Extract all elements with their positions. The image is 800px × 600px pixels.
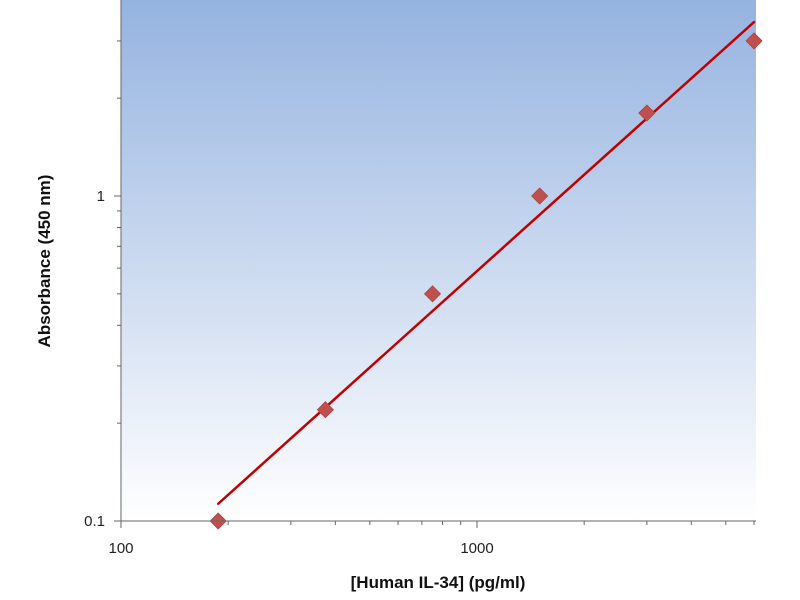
y-tick-label: 1 bbox=[97, 188, 105, 205]
x-axis-title: [Human IL-34] (pg/ml) bbox=[351, 573, 526, 592]
data-points bbox=[209, 32, 763, 530]
data-point-diamond bbox=[316, 401, 334, 419]
fit-line bbox=[216, 20, 756, 505]
y-axis-title: Absorbance (450 nm) bbox=[35, 175, 54, 348]
data-point-diamond bbox=[423, 285, 442, 303]
tick-labels: 100 1000 0.1 1 bbox=[84, 188, 494, 557]
plot-area-background bbox=[121, 0, 756, 521]
data-point-diamond bbox=[531, 187, 549, 205]
x-tick-label: 1000 bbox=[460, 540, 493, 557]
data-point-diamond bbox=[638, 104, 656, 122]
fit-line-group bbox=[216, 20, 756, 505]
x-tick-label: 100 bbox=[108, 540, 133, 557]
data-point-diamond bbox=[745, 32, 763, 50]
y-tick-label: 0.1 bbox=[84, 513, 105, 530]
axis-ticks bbox=[114, 40, 755, 528]
